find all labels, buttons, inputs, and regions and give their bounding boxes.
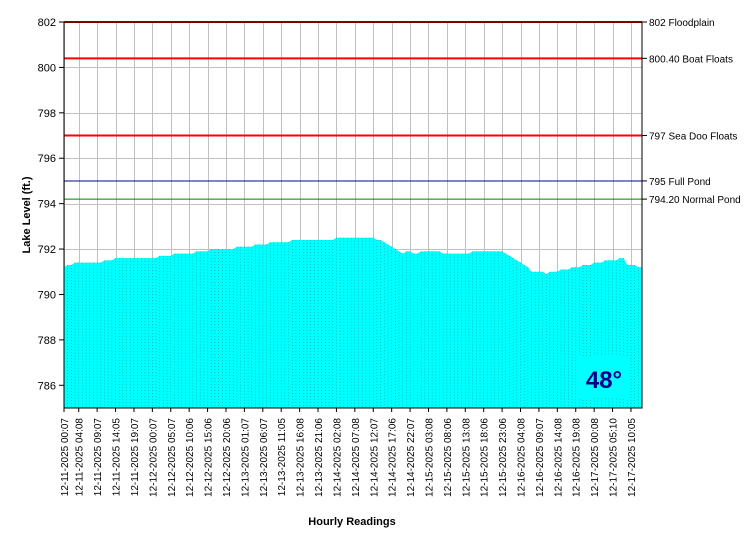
x-tick-label: 12-11-2025 19:07 [130,418,141,497]
x-tick-label: 12-12-2025 10:06 [185,418,196,497]
x-tick-label: 12-12-2025 20:06 [222,418,233,497]
x-tick-label: 12-17-2025 10:05 [627,418,638,497]
x-tick-label: 12-13-2025 16:08 [296,418,307,497]
water-level-area [63,237,643,408]
x-tick-label: 12-16-2025 04:08 [517,418,528,497]
x-tick-label: 12-15-2025 13:08 [461,418,472,497]
y-axis: 786 788 790 792 794 796 798 800 802 [38,17,64,392]
x-tick-label: 12-16-2025 14:08 [553,418,564,497]
reference-label: 795 Full Pond [649,177,711,188]
y-tick-label: 786 [38,380,56,392]
y-tick-label: 802 [38,17,56,29]
y-tick-label: 798 [38,108,56,120]
x-tick-label: 12-12-2025 15:06 [204,418,215,497]
reference-label: 794.20 Normal Pond [649,195,741,206]
x-tick-label: 12-15-2025 18:06 [480,418,491,497]
x-tick-label: 12-14-2025 12:07 [369,418,380,497]
x-tick-label: 12-11-2025 14:05 [112,418,123,497]
reference-label: 797 Sea Doo Floats [649,132,737,143]
x-tick-label: 12-11-2025 04:08 [75,418,86,497]
x-tick-label: 12-12-2025 00:07 [148,418,159,497]
x-tick-label: 12-14-2025 17:06 [388,418,399,497]
x-tick-label: 12-15-2025 23:06 [498,418,509,497]
y-tick-label: 792 [38,244,56,256]
x-tick-label: 12-13-2025 21:06 [314,418,325,497]
reference-label: 800.40 Boat Floats [649,54,733,65]
x-tick-label: 12-16-2025 19:08 [572,418,583,497]
x-axis: 12-11-2025 00:07 12-11-2025 04:08 12-11-20… [60,408,638,497]
x-tick-label: 12-11-2025 09:07 [93,418,104,497]
temperature-badge: 48° [578,356,630,398]
reference-label: 802 Floodplain [649,18,715,29]
water-level-fill [64,237,642,408]
x-tick-label: 12-13-2025 06:07 [259,418,270,497]
y-tick-label: 794 [38,199,56,211]
temperature-badge-background [578,356,630,398]
x-tick-label: 12-11-2025 00:07 [60,418,71,497]
x-tick-label: 12-14-2025 02:08 [332,418,343,497]
plot-frame [63,21,643,409]
x-tick-label: 12-13-2025 01:07 [240,418,251,497]
y-tick-label: 800 [38,62,56,74]
y-tick-label: 796 [38,153,56,165]
x-tick-label: 12-15-2025 03:08 [424,418,435,497]
x-tick-label: 12-14-2025 07:08 [351,418,362,497]
x-tick-label: 12-15-2025 08:06 [443,418,454,497]
y-axis-label: Lake Level (ft.) [21,176,33,253]
x-tick-label: 12-13-2025 11:05 [277,418,288,497]
y-tick-label: 790 [38,289,56,301]
x-tick-label: 12-17-2025 00:08 [590,418,601,497]
y-tick-label: 788 [38,335,56,347]
x-tick-label: 12-14-2025 22:07 [406,418,417,497]
temperature-value: 48° [586,367,622,394]
x-axis-label: Hourly Readings [308,516,395,528]
x-tick-label: 12-12-2025 05:07 [167,418,178,497]
x-tick-label: 12-17-2025 05:10 [609,418,620,497]
x-tick-label: 12-16-2025 09:07 [535,418,546,497]
